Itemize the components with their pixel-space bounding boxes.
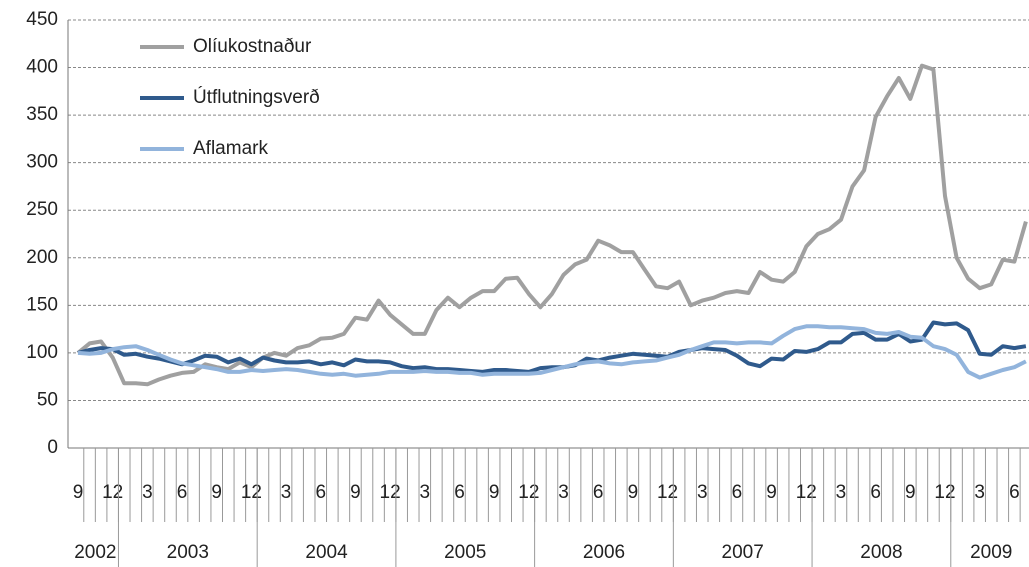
x-tick-label: 3: [558, 482, 569, 503]
y-tick-label: 0: [47, 437, 58, 458]
x-tick-label: 3: [697, 482, 708, 503]
year-label: 2005: [444, 542, 486, 563]
x-tick-label: 6: [593, 482, 604, 503]
y-tick-label: 350: [26, 104, 58, 125]
x-tick-label: 3: [142, 482, 153, 503]
x-tick-label: 3: [836, 482, 847, 503]
x-tick-label: 3: [281, 482, 292, 503]
year-label: 2008: [860, 542, 902, 563]
year-label: 2006: [583, 542, 625, 563]
year-label: 2007: [722, 542, 764, 563]
x-tick-label: 9: [211, 482, 222, 503]
x-tick-label: 12: [380, 482, 401, 503]
x-tick-label: 3: [974, 482, 985, 503]
x-tick-label: 6: [732, 482, 743, 503]
legend-label: Aflamark: [193, 138, 268, 159]
y-tick-label: 400: [26, 57, 58, 78]
x-tick-label: 9: [73, 482, 84, 503]
series-line: [76, 63, 1028, 387]
x-tick-label: 3: [420, 482, 431, 503]
year-label: 2002: [74, 542, 116, 563]
x-tick-label: 9: [489, 482, 500, 503]
x-tick-label: 12: [241, 482, 262, 503]
year-label: 2009: [970, 542, 1012, 563]
year-label: 2003: [167, 542, 209, 563]
x-tick-label: 6: [1009, 482, 1020, 503]
year-label: 2004: [305, 542, 348, 563]
series-line: [77, 324, 1027, 380]
legend-label: Olíukostnaður: [193, 36, 312, 57]
y-tick-label: 250: [26, 199, 58, 220]
y-tick-label: 100: [26, 342, 58, 363]
x-tick-label: 9: [766, 482, 777, 503]
y-tick-label: 450: [26, 9, 58, 30]
y-tick-label: 150: [26, 294, 58, 315]
x-tick-label: 12: [518, 482, 539, 503]
x-tick-label: 12: [934, 482, 955, 503]
y-tick-label: 300: [26, 152, 58, 173]
x-tick-label: 12: [102, 482, 123, 503]
x-tick-label: 9: [905, 482, 916, 503]
x-tick-label: 6: [870, 482, 881, 503]
x-tick-label: 6: [177, 482, 188, 503]
x-tick-label: 12: [657, 482, 678, 503]
y-tick-label: 200: [26, 247, 58, 268]
x-tick-label: 9: [628, 482, 639, 503]
x-tick-label: 9: [350, 482, 361, 503]
series-line: [77, 320, 1027, 374]
x-tick-label: 6: [454, 482, 465, 503]
x-tick-label: 12: [796, 482, 817, 503]
legend-label: Útflutningsverð: [193, 86, 320, 108]
y-tick-label: 50: [37, 389, 58, 410]
x-tick-label: 6: [315, 482, 326, 503]
